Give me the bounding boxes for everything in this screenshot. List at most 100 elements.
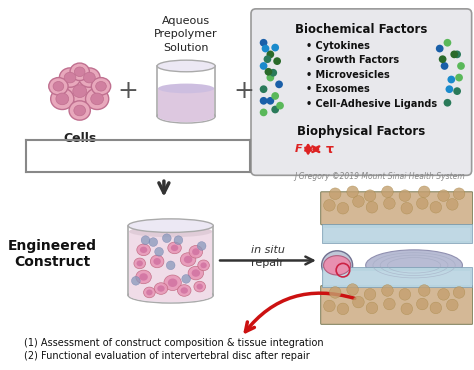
Ellipse shape (181, 287, 188, 294)
Bar (129, 232, 212, 295)
Circle shape (141, 236, 150, 245)
Ellipse shape (49, 78, 68, 95)
Circle shape (364, 289, 376, 300)
Ellipse shape (56, 93, 69, 105)
Ellipse shape (85, 88, 109, 110)
Circle shape (417, 298, 428, 310)
Circle shape (441, 62, 448, 70)
Ellipse shape (128, 287, 213, 303)
Circle shape (455, 74, 463, 81)
Circle shape (439, 56, 447, 63)
Ellipse shape (201, 262, 207, 268)
Text: Biochemical Factors: Biochemical Factors (295, 23, 428, 36)
Circle shape (447, 75, 455, 83)
Bar (324, 228, 470, 241)
Ellipse shape (129, 226, 212, 237)
FancyBboxPatch shape (321, 192, 473, 225)
Circle shape (197, 242, 206, 250)
Ellipse shape (146, 289, 153, 295)
Circle shape (453, 287, 465, 298)
Ellipse shape (83, 72, 95, 83)
Circle shape (383, 298, 395, 310)
Ellipse shape (74, 105, 86, 116)
Text: • Growth Factors: • Growth Factors (306, 56, 399, 65)
Circle shape (266, 97, 274, 105)
Circle shape (260, 85, 267, 93)
Circle shape (262, 45, 269, 53)
Circle shape (383, 198, 395, 209)
Text: Cells: Cells (63, 132, 96, 145)
Ellipse shape (322, 251, 353, 280)
Ellipse shape (192, 248, 200, 255)
Ellipse shape (157, 110, 215, 123)
Circle shape (260, 62, 267, 70)
Ellipse shape (134, 258, 146, 269)
Ellipse shape (158, 111, 214, 122)
Ellipse shape (128, 219, 213, 232)
Circle shape (347, 186, 358, 198)
Circle shape (182, 275, 191, 283)
Ellipse shape (180, 253, 196, 266)
Circle shape (382, 285, 393, 296)
Circle shape (353, 196, 364, 207)
Circle shape (366, 201, 378, 213)
Circle shape (353, 296, 364, 308)
Circle shape (260, 97, 267, 105)
Text: (1) Assessment of construct composition & tissue integration: (1) Assessment of construct composition … (24, 338, 323, 348)
Text: • Cell-Adhesive Ligands: • Cell-Adhesive Ligands (306, 99, 438, 109)
Circle shape (364, 190, 376, 201)
Circle shape (447, 299, 458, 311)
Circle shape (438, 190, 449, 201)
Circle shape (457, 62, 465, 70)
Circle shape (337, 202, 349, 214)
Circle shape (430, 201, 442, 213)
FancyBboxPatch shape (251, 9, 472, 175)
Circle shape (399, 289, 410, 300)
Circle shape (444, 99, 451, 107)
Text: in situ: in situ (251, 245, 285, 255)
Ellipse shape (69, 101, 91, 120)
Ellipse shape (139, 273, 148, 281)
Circle shape (382, 186, 393, 198)
Ellipse shape (51, 88, 74, 110)
Ellipse shape (198, 260, 210, 270)
Ellipse shape (129, 289, 212, 302)
Circle shape (264, 56, 271, 63)
Circle shape (430, 302, 442, 314)
Circle shape (399, 190, 410, 201)
Ellipse shape (140, 247, 147, 253)
Text: τ: τ (326, 143, 334, 156)
Ellipse shape (137, 244, 150, 256)
Circle shape (269, 69, 277, 77)
Circle shape (436, 45, 444, 53)
Text: Engineered: Engineered (8, 239, 97, 253)
Ellipse shape (79, 68, 100, 87)
Text: Aqueous: Aqueous (162, 16, 210, 26)
FancyBboxPatch shape (321, 286, 473, 324)
Ellipse shape (53, 81, 64, 91)
Ellipse shape (188, 266, 203, 280)
Ellipse shape (64, 72, 76, 83)
Bar (324, 271, 470, 285)
Circle shape (275, 81, 283, 88)
Circle shape (266, 74, 274, 81)
Circle shape (324, 300, 335, 312)
Ellipse shape (157, 60, 215, 72)
Ellipse shape (67, 80, 92, 103)
Text: J Gregory ©2019 Mount Sinai Health System: J Gregory ©2019 Mount Sinai Health Syste… (294, 172, 465, 181)
Ellipse shape (158, 84, 214, 93)
Circle shape (166, 261, 175, 270)
Ellipse shape (189, 245, 202, 258)
Ellipse shape (164, 275, 182, 290)
Ellipse shape (157, 285, 165, 292)
Circle shape (453, 188, 465, 199)
Ellipse shape (197, 284, 203, 290)
Circle shape (453, 50, 461, 58)
Ellipse shape (74, 67, 85, 77)
Ellipse shape (184, 256, 192, 263)
Ellipse shape (154, 283, 168, 295)
Ellipse shape (96, 81, 106, 91)
Circle shape (260, 39, 267, 47)
Text: F: F (295, 144, 302, 154)
Ellipse shape (324, 256, 351, 275)
